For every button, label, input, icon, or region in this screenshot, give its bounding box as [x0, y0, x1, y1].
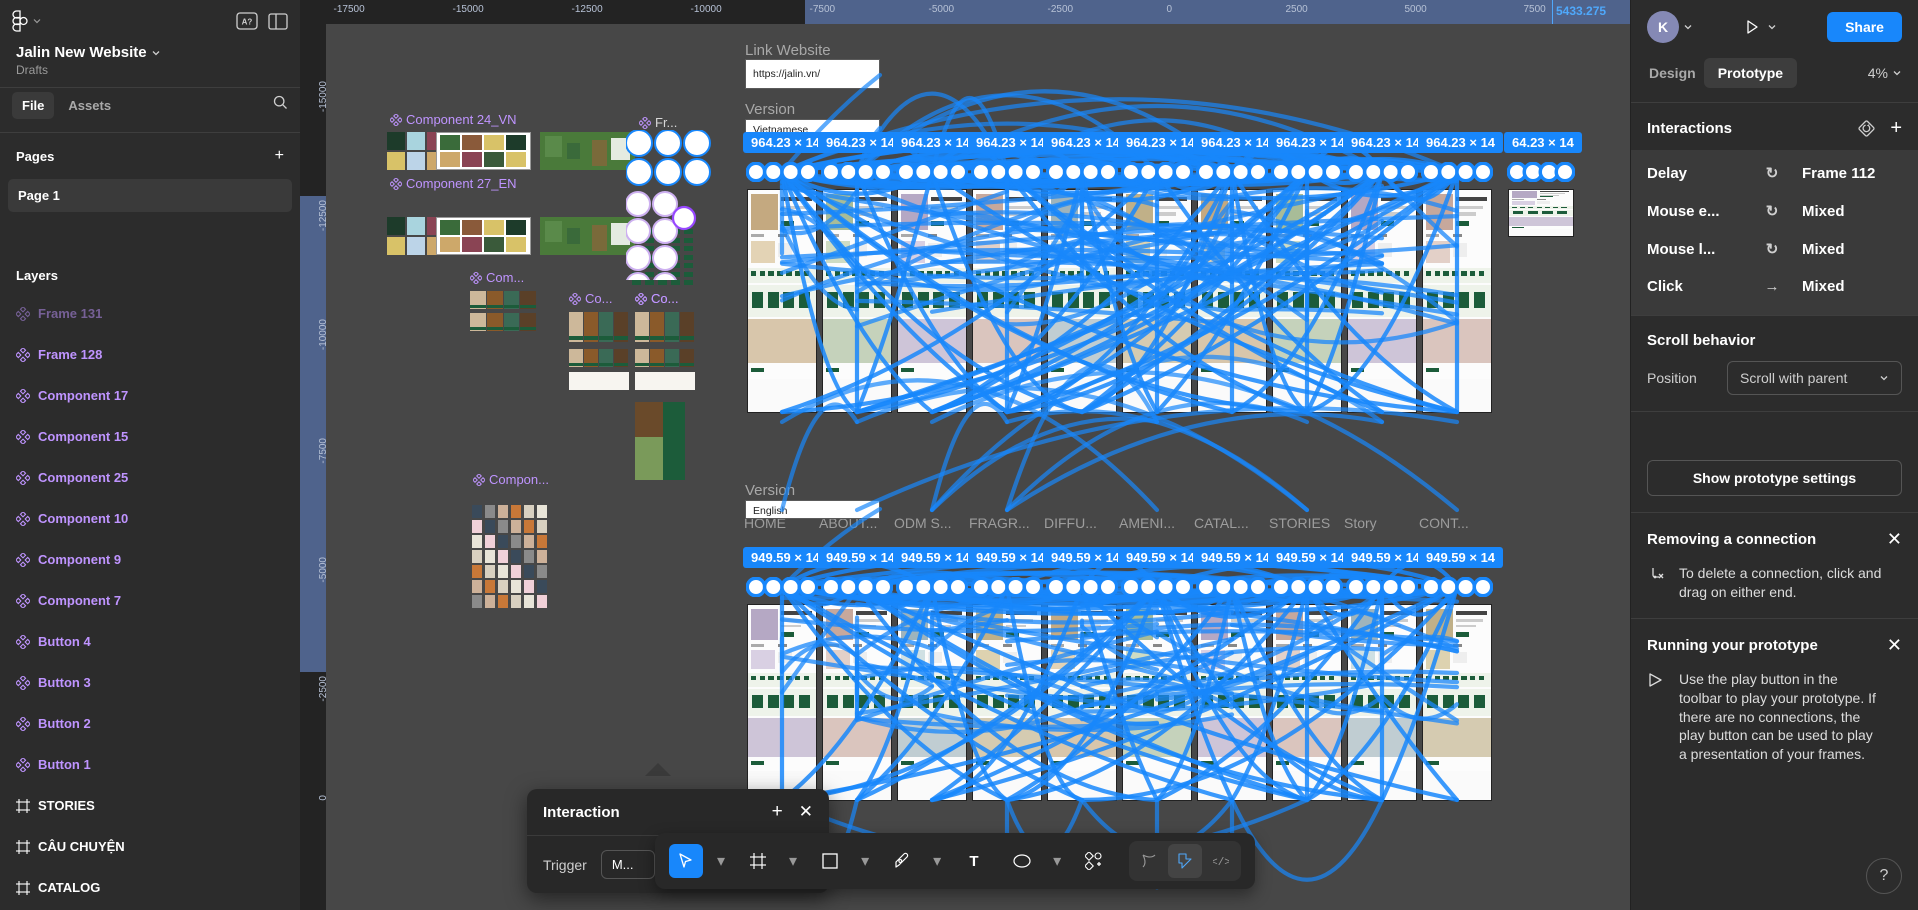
- svg-text:</>: </>: [1213, 857, 1229, 869]
- svg-text:A?: A?: [242, 18, 253, 27]
- svg-text:T: T: [970, 853, 979, 869]
